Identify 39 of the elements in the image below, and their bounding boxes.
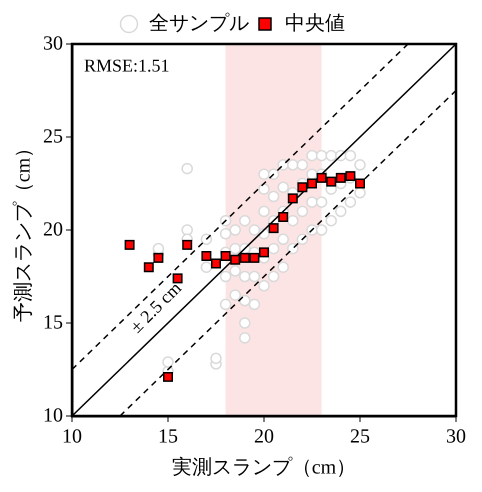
point (240, 252, 250, 263)
y-tick-label: 15 (43, 311, 63, 334)
y-axis-title: 予測スランプ（cm） (12, 138, 34, 322)
point (288, 193, 298, 204)
point (307, 178, 317, 188)
point (153, 252, 164, 263)
point (249, 252, 260, 263)
point (336, 172, 346, 183)
legend-label: 全サンプル (149, 12, 249, 34)
annotation: ± 2.5 cm (126, 278, 186, 337)
y-tick-label: 10 (43, 404, 63, 426)
x-axis-title: 実測スランプ（cm） (172, 455, 356, 478)
point (345, 171, 356, 182)
point (163, 372, 173, 382)
point (259, 247, 269, 258)
point (278, 212, 288, 222)
point (172, 273, 183, 284)
point (211, 258, 221, 268)
point (316, 172, 327, 183)
y-tick-label: 30 (43, 32, 63, 54)
point (182, 240, 192, 250)
x-tick-label: 25 (350, 425, 370, 448)
point (124, 240, 135, 250)
legend-label: 中央値 (285, 12, 345, 34)
x-tick-label: 20 (254, 425, 274, 448)
point (355, 178, 365, 188)
point (268, 223, 279, 234)
point (326, 176, 336, 187)
x-tick-label: 15 (158, 425, 178, 448)
x-tick-label: 30 (446, 425, 466, 448)
x-tick-label: 10 (62, 425, 82, 448)
point (201, 251, 212, 262)
y-tick-label: 20 (43, 218, 63, 240)
annotation: RMSE:1.51 (84, 56, 170, 76)
point (144, 262, 154, 272)
point (230, 254, 240, 265)
point (220, 251, 231, 262)
point (297, 182, 308, 192)
y-tick-label: 25 (43, 125, 63, 148)
